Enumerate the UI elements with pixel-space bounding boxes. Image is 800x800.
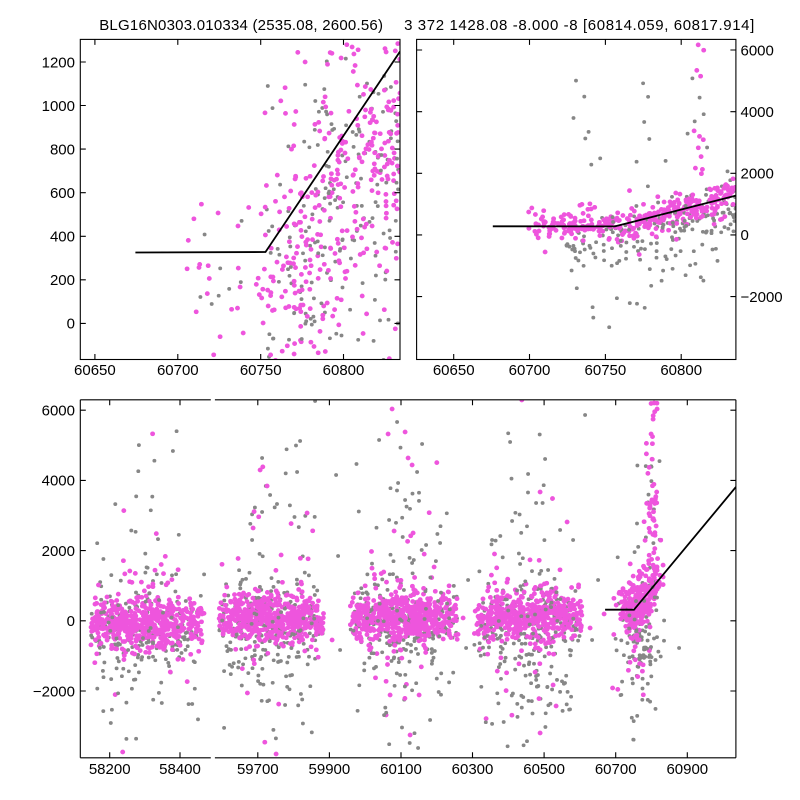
svg-text:2000: 2000 <box>741 166 774 183</box>
svg-text:60900: 60900 <box>666 761 708 778</box>
svg-text:−2000: −2000 <box>33 683 75 700</box>
svg-text:400: 400 <box>50 229 75 246</box>
svg-text:60300: 60300 <box>452 761 494 778</box>
svg-text:60800: 60800 <box>660 362 702 379</box>
svg-text:60650: 60650 <box>433 362 475 379</box>
svg-text:60500: 60500 <box>523 761 565 778</box>
svg-text:800: 800 <box>50 141 75 158</box>
svg-text:6000: 6000 <box>42 403 75 420</box>
svg-text:−2000: −2000 <box>741 289 783 306</box>
svg-text:59700: 59700 <box>237 761 279 778</box>
svg-text:0: 0 <box>67 613 75 630</box>
svg-text:60750: 60750 <box>240 362 282 379</box>
svg-text:3 372 1428.08 -8.000 -8 [60814: 3 372 1428.08 -8.000 -8 [60814.059, 6081… <box>404 17 755 34</box>
svg-text:1200: 1200 <box>42 54 75 71</box>
svg-text:2000: 2000 <box>42 543 75 560</box>
svg-text:60100: 60100 <box>380 761 422 778</box>
svg-text:4000: 4000 <box>42 473 75 490</box>
svg-text:4000: 4000 <box>741 104 774 121</box>
svg-text:60700: 60700 <box>509 362 551 379</box>
svg-text:6000: 6000 <box>741 42 774 59</box>
svg-text:58400: 58400 <box>159 761 201 778</box>
svg-text:BLG16N0303.010334 (2535.08, 26: BLG16N0303.010334 (2535.08, 2600.56) <box>99 17 383 34</box>
svg-text:0: 0 <box>741 227 749 244</box>
svg-text:60650: 60650 <box>74 362 116 379</box>
svg-text:0: 0 <box>67 316 75 333</box>
svg-text:1000: 1000 <box>42 98 75 115</box>
svg-text:58200: 58200 <box>89 761 131 778</box>
svg-text:60700: 60700 <box>595 761 637 778</box>
svg-text:60700: 60700 <box>157 362 199 379</box>
svg-text:59900: 59900 <box>309 761 351 778</box>
svg-text:60800: 60800 <box>323 362 365 379</box>
svg-text:60750: 60750 <box>585 362 627 379</box>
svg-text:200: 200 <box>50 272 75 289</box>
svg-text:600: 600 <box>50 185 75 202</box>
